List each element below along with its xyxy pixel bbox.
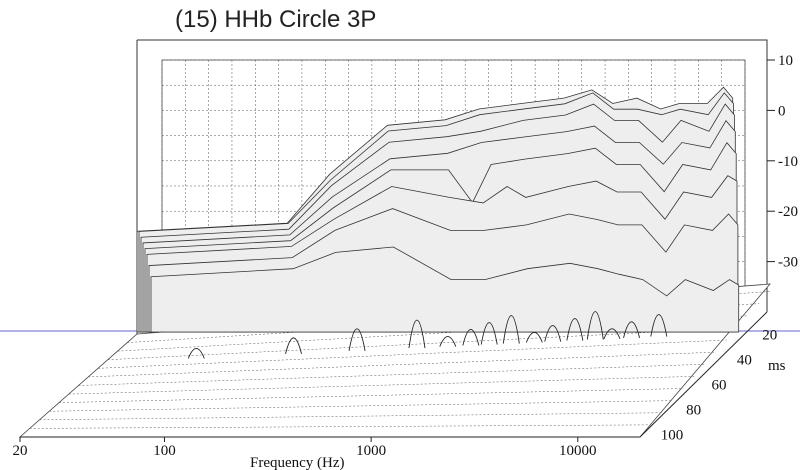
floor-grid-line <box>68 376 695 395</box>
y-tick-label: -20 <box>778 204 798 220</box>
x-tick-label: 20 <box>13 443 28 459</box>
early-reflection-peak <box>544 325 562 342</box>
floor-grid-line <box>107 327 738 360</box>
y-tick-label: 0 <box>778 103 786 119</box>
floor-grid-line <box>97 339 727 369</box>
z-tick-label: 60 <box>712 378 727 394</box>
early-reflection-peak <box>462 329 480 346</box>
x-tick-label: 100 <box>153 443 176 459</box>
y-tick-label: -10 <box>778 154 798 170</box>
y-tick-label: -30 <box>778 255 798 271</box>
x-axis-label: Frequency (Hz) <box>250 455 345 470</box>
floor-grid-line <box>117 315 749 352</box>
y-tick-label: 10 <box>778 53 793 69</box>
x-tick-label: 1000 <box>356 443 386 459</box>
early-reflection-peak <box>603 328 621 339</box>
time-slices <box>136 86 740 359</box>
z-tick-label: 100 <box>661 428 684 444</box>
outer-frame <box>137 39 768 312</box>
early-reflection-peak <box>480 322 498 345</box>
z-tick-label: 20 <box>762 328 777 344</box>
early-reflection-peak <box>285 337 302 354</box>
early-reflection-peak <box>408 319 426 349</box>
early-reflection-peak <box>650 314 668 337</box>
early-reflection-peak <box>502 315 520 344</box>
z-tick-label: 40 <box>737 353 752 369</box>
early-reflection-peak <box>348 328 366 351</box>
chart-title: (15) HHb Circle 3P <box>175 6 376 33</box>
x-tick-label: 10000 <box>559 443 597 459</box>
time-slice <box>150 246 740 333</box>
early-reflection-peak <box>586 311 604 340</box>
early-reflection-peak <box>566 318 584 341</box>
early-reflection-peak <box>187 348 205 359</box>
z-axis-line <box>639 311 768 438</box>
floor-grid-line <box>58 388 684 403</box>
early-reflection-peak <box>525 332 543 343</box>
z-tick-label: 80 <box>686 403 701 419</box>
floor-grid-line <box>78 364 706 386</box>
z-axis-label: ms <box>768 358 786 374</box>
floor-grid-line <box>29 424 651 429</box>
early-reflection-peak <box>623 321 640 338</box>
early-reflection-peak <box>439 336 457 347</box>
floor-grid-line <box>88 351 716 378</box>
